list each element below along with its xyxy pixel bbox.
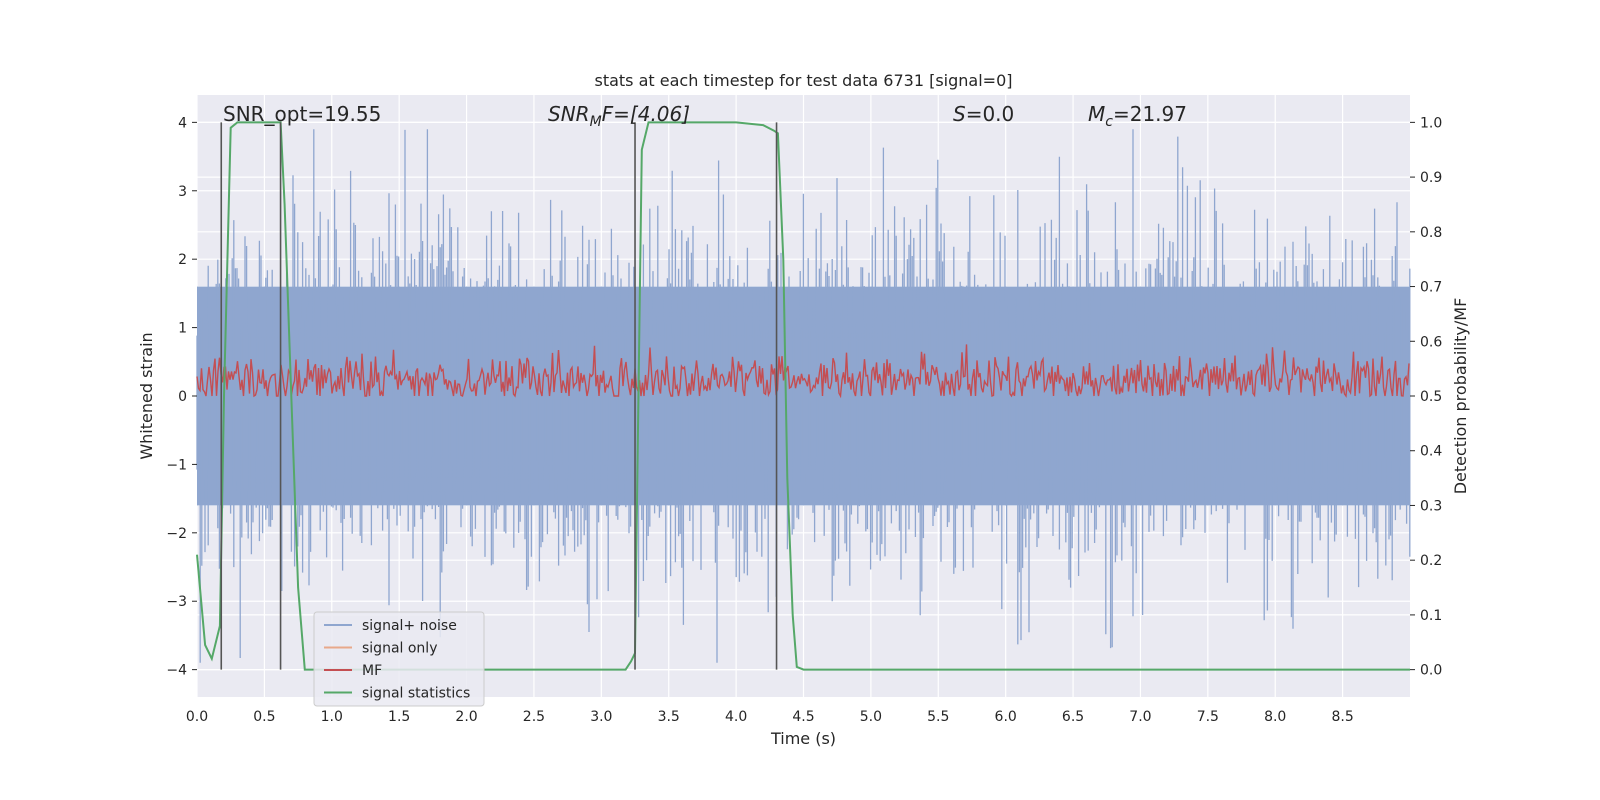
x-tick-label: 3.0 xyxy=(590,709,612,725)
annotation-snr-mf: SNRMF=[4.06] xyxy=(548,102,690,130)
x-tick-label: 1.0 xyxy=(321,709,343,725)
signal-statistics-series xyxy=(196,121,1410,671)
mf-line xyxy=(196,344,1410,399)
legend-label: MF xyxy=(362,663,382,679)
annotation-snr-mf-base: SNR xyxy=(548,102,590,126)
y-tick-label: 1 xyxy=(178,321,187,337)
x-tick-label: 2.0 xyxy=(455,709,477,725)
x-tick-label: 6.5 xyxy=(1062,709,1084,725)
x-tick-label: 7.0 xyxy=(1129,709,1151,725)
y-axis-label: Whitened strain xyxy=(137,332,156,459)
legend: signal+ noise signal only MF signal statist… xyxy=(313,611,485,707)
y-tick-label: −1 xyxy=(166,457,187,473)
y-right-tick-label: 0.0 xyxy=(1420,663,1442,679)
x-tick-label: 0.0 xyxy=(186,709,208,725)
x-axis-label: Time (s) xyxy=(770,729,836,748)
annotation-mc-value: =21.97 xyxy=(1113,102,1187,126)
y-right-tick-label: 0.2 xyxy=(1420,553,1442,569)
y-right-tick-label: 0.9 xyxy=(1420,170,1442,186)
y-tick-label: −2 xyxy=(166,526,187,542)
x-tick-label: 0.5 xyxy=(253,709,275,725)
x-tick-label: 8.5 xyxy=(1331,709,1353,725)
x-tick-label: 5.5 xyxy=(927,709,949,725)
x-tick-label: 4.0 xyxy=(725,709,747,725)
legend-box xyxy=(313,611,485,707)
annotation-snr-opt: SNR_opt=19.55 xyxy=(223,102,381,126)
y-tick-label: −4 xyxy=(166,663,187,679)
legend-label: signal only xyxy=(362,641,437,657)
y-tick-label: −3 xyxy=(166,594,187,610)
x-tick-label: 3.5 xyxy=(658,709,680,725)
annotation-snr-mf-rest: F=[4.06] xyxy=(602,102,690,126)
axes: 0.0 0.5 1.0 1.5 2.0 2.5 3.0 3.5 4.0 4.5 5.0 5.5 6.0 6… xyxy=(166,115,1442,725)
y-right-tick-label: 0.4 xyxy=(1420,444,1442,460)
annotation-s: S=0.0 xyxy=(953,102,1014,126)
annotation-mc-sub: c xyxy=(1105,114,1113,130)
annotation-snr-mf-sub: M xyxy=(590,114,602,130)
mf-series xyxy=(196,344,1410,399)
y-right-tick-label: 0.6 xyxy=(1420,334,1442,350)
annotation-mc-symbol: M xyxy=(1088,102,1105,126)
y-tick-label: 0 xyxy=(178,389,187,405)
x-tick-label: 4.5 xyxy=(792,709,814,725)
annotation-mc: Mc=21.97 xyxy=(1088,102,1187,130)
legend-label: signal statistics xyxy=(362,686,470,702)
legend-label: signal+ noise xyxy=(362,618,457,634)
x-tick-label: 5.0 xyxy=(860,709,882,725)
y-right-tick-label: 1.0 xyxy=(1420,115,1442,131)
y-right-tick-label: 0.7 xyxy=(1420,280,1442,296)
x-tick-label: 2.5 xyxy=(523,709,545,725)
signal-statistics-line xyxy=(196,121,1410,671)
x-tick-label: 8.0 xyxy=(1264,709,1286,725)
y-right-tick-label: 0.1 xyxy=(1420,608,1442,624)
annotation-s-symbol: S xyxy=(953,102,966,126)
y-tick-label: 3 xyxy=(178,184,187,200)
signal-noise-series xyxy=(196,129,1411,663)
y-tick-label: 4 xyxy=(178,115,187,131)
y-right-tick-label: 0.5 xyxy=(1420,389,1442,405)
annotation-s-value: =0.0 xyxy=(966,102,1015,126)
y-axis-right-label: Detection probability/MF xyxy=(1451,298,1470,495)
vertical-markers xyxy=(220,122,778,670)
x-tick-label: 6.0 xyxy=(995,709,1017,725)
x-tick-label: 1.5 xyxy=(388,709,410,725)
y-right-tick-label: 0.3 xyxy=(1420,498,1442,514)
y-tick-label: 2 xyxy=(178,252,187,268)
y-right-tick-label: 0.8 xyxy=(1420,225,1442,241)
chart-title: stats at each timestep for test data 673… xyxy=(594,71,1012,90)
x-tick-label: 7.5 xyxy=(1197,709,1219,725)
